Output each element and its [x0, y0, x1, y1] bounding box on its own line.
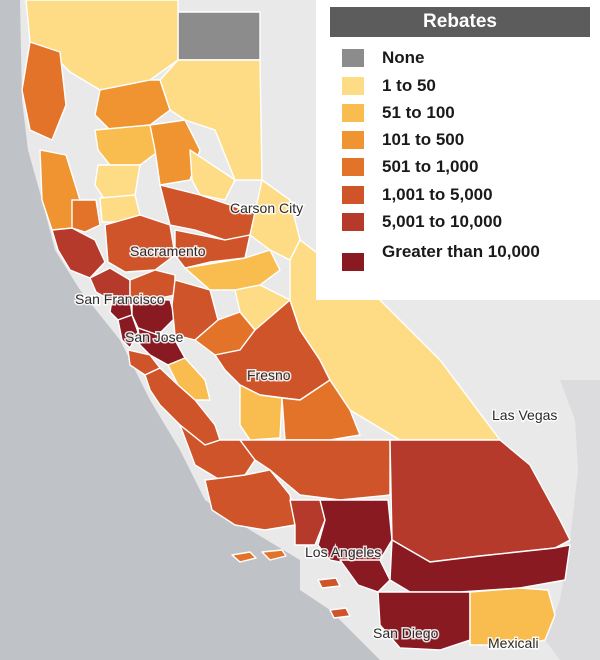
city-label-las-vegas: Las Vegas: [492, 407, 557, 423]
county-tuolumne-mariposa: [184, 249, 281, 291]
city-label-san-jose: San Jose: [125, 329, 184, 345]
legend-label: 501 to 1,000: [382, 157, 479, 176]
city-label-los-angeles: Los Angeles: [305, 544, 381, 560]
legend-swatch: [342, 131, 364, 149]
county-yolo-sac: [104, 214, 176, 273]
county-eldorado-amador: [174, 229, 251, 269]
island-channel-3: [317, 577, 341, 589]
counties: [21, 0, 571, 651]
county-riverside: [389, 539, 571, 593]
county-lake: [71, 199, 101, 233]
county-kings: [239, 384, 283, 441]
nevada-arizona-land: [545, 380, 600, 660]
county-san-mateo: [117, 314, 139, 349]
county-sierra: [189, 149, 236, 201]
legend-label: 1 to 50: [382, 76, 436, 95]
legend-label: Greater than 10,000: [382, 242, 540, 261]
legend-swatch: [342, 186, 364, 204]
county-plumas: [149, 119, 201, 186]
legend-label: 5,001 to 10,000: [382, 212, 503, 231]
legend-swatch: [342, 213, 364, 231]
island-channel-1: [231, 551, 257, 563]
legend-label: 51 to 100: [382, 103, 455, 122]
city-labels: Carson City Sacramento San Francisco San…: [74, 199, 559, 653]
legend-swatch: [342, 104, 364, 122]
city-label-san-diego: San Diego: [373, 625, 439, 641]
legend-swatch: [342, 253, 364, 271]
county-san-diego: [377, 591, 471, 651]
legend-swatch: [342, 49, 364, 67]
county-orange: [339, 559, 391, 593]
county-shasta: [94, 79, 171, 131]
county-sonoma: [51, 227, 106, 279]
island-channel-2: [261, 549, 287, 561]
county-imperial: [469, 587, 556, 646]
county-humboldt: [21, 41, 67, 141]
legend-swatch: [342, 158, 364, 176]
county-none-northeast: [177, 11, 261, 61]
legend-label: None: [382, 48, 425, 67]
city-label-carson-city: Carson City: [230, 200, 303, 216]
legend-label: 101 to 500: [382, 130, 465, 149]
city-label-san-francisco: San Francisco: [75, 291, 165, 307]
legend-swatch: [342, 77, 364, 95]
county-kern: [239, 439, 391, 501]
legend-label: 1,001 to 5,000: [382, 185, 493, 204]
legend-title: Rebates: [330, 7, 590, 37]
legend: Rebates None 1 to 50 51 to 100 101 to 50…: [316, 0, 600, 300]
island-channel-4: [329, 607, 351, 619]
city-label-fresno: Fresno: [247, 367, 291, 383]
city-label-mexicali: Mexicali: [488, 635, 539, 651]
city-label-sacramento: Sacramento: [130, 243, 206, 259]
